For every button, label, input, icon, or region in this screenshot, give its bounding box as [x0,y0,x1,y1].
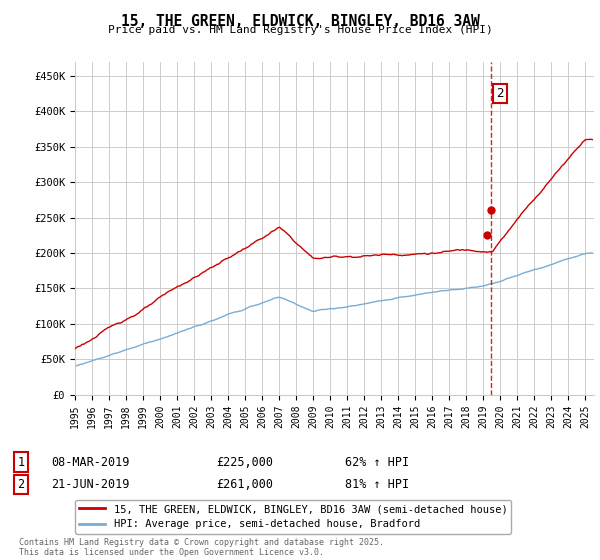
Text: 15, THE GREEN, ELDWICK, BINGLEY, BD16 3AW: 15, THE GREEN, ELDWICK, BINGLEY, BD16 3A… [121,14,479,29]
Text: £261,000: £261,000 [216,478,273,491]
Text: Contains HM Land Registry data © Crown copyright and database right 2025.
This d: Contains HM Land Registry data © Crown c… [19,538,384,557]
Text: £225,000: £225,000 [216,455,273,469]
Text: 08-MAR-2019: 08-MAR-2019 [51,455,130,469]
Text: 21-JUN-2019: 21-JUN-2019 [51,478,130,491]
Text: Price paid vs. HM Land Registry's House Price Index (HPI): Price paid vs. HM Land Registry's House … [107,25,493,35]
Text: 2: 2 [17,478,25,491]
Text: 62% ↑ HPI: 62% ↑ HPI [345,455,409,469]
Text: 81% ↑ HPI: 81% ↑ HPI [345,478,409,491]
Text: 1: 1 [17,455,25,469]
Legend: 15, THE GREEN, ELDWICK, BINGLEY, BD16 3AW (semi-detached house), HPI: Average pr: 15, THE GREEN, ELDWICK, BINGLEY, BD16 3A… [75,500,511,534]
Text: 2: 2 [496,87,504,100]
